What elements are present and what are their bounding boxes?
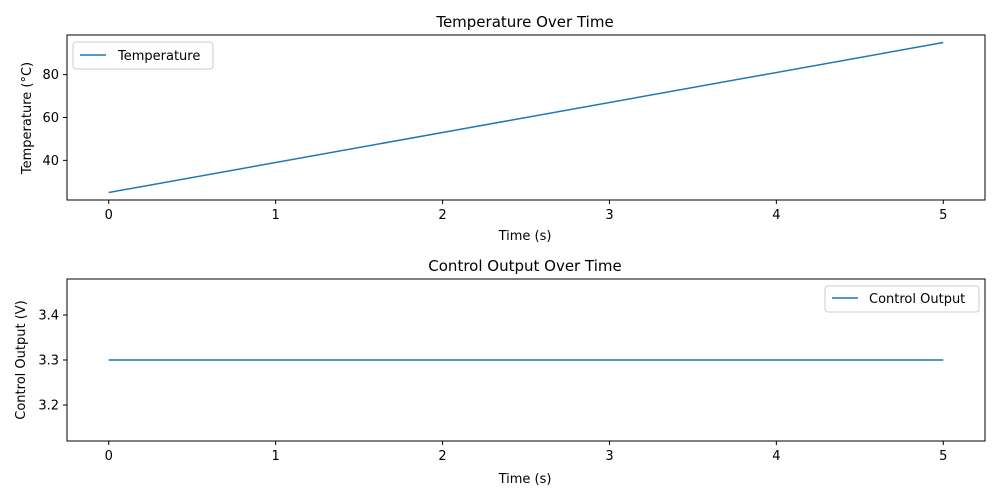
temperature-x-tick-label: 2 — [438, 208, 446, 223]
temperature-subplot: Temperature Over Time 0 1 2 3 4 5 40 60 80 Time… — [20, 13, 986, 244]
temperature-x-tick-label: 3 — [605, 208, 613, 223]
temperature-y-tick-label: 60 — [42, 111, 59, 126]
control-output-x-tick-label: 0 — [105, 449, 113, 464]
control-output-legend-label: Control Output — [869, 292, 965, 307]
temperature-y-tick-label: 80 — [42, 68, 59, 83]
temperature-x-tick-label: 4 — [772, 208, 780, 223]
temperature-y-tick-label: 40 — [42, 154, 59, 169]
temperature-x-tick-label: 1 — [271, 208, 279, 223]
control-output-x-tick-label: 3 — [605, 449, 613, 464]
control-output-x-tick-label: 2 — [438, 449, 446, 464]
control-output-x-tick-label: 5 — [939, 449, 947, 464]
control-output-y-tick-label: 3.2 — [38, 399, 59, 414]
control-output-y-tick-label: 3.4 — [38, 309, 59, 324]
control-output-chart-title: Control Output Over Time — [428, 257, 621, 275]
temperature-x-tick-label: 5 — [939, 208, 947, 223]
temperature-y-axis-label: Temperature (°C) — [20, 62, 35, 175]
temperature-x-axis-label: Time (s) — [498, 229, 552, 244]
temperature-series-line — [108, 41, 944, 194]
control-output-y-axis-label: Control Output (V) — [14, 300, 29, 419]
temperature-x-tick-label: 0 — [105, 208, 113, 223]
control-output-x-tick-label: 1 — [271, 449, 279, 464]
temperature-chart-title: Temperature Over Time — [435, 13, 613, 31]
temperature-legend-label: Temperature — [117, 49, 200, 64]
control-output-y-tick-label: 3.3 — [38, 354, 59, 369]
control-output-x-tick-label: 4 — [772, 449, 780, 464]
control-output-x-axis-label: Time (s) — [498, 472, 552, 487]
control-output-legend: Control Output — [824, 285, 980, 313]
temperature-legend: Temperature — [72, 41, 214, 70]
control-output-subplot: Control Output Over Time 0 1 2 3 4 5 3.2 3.3 3.… — [14, 257, 986, 487]
